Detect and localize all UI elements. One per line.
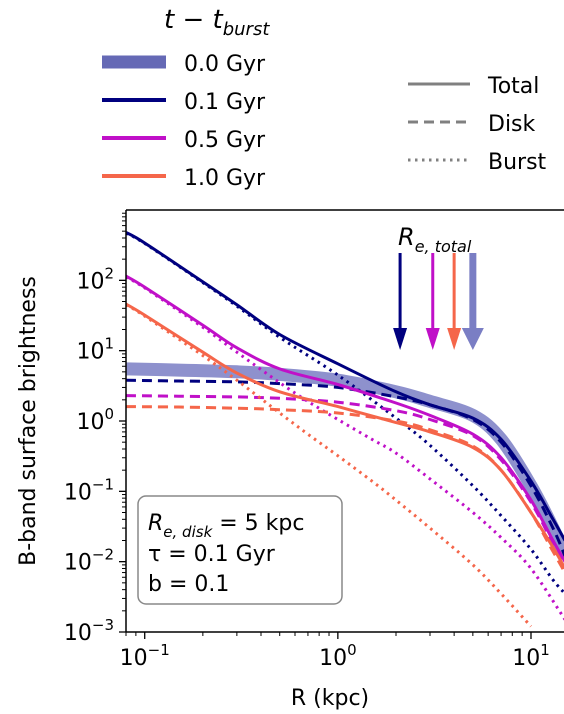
legend-time: t − tburst 0.0 Gyr 0.1 Gyr 0.5 Gyr 1.0 Gyr: [102, 5, 270, 191]
x-tick-label: 10−1: [120, 641, 170, 671]
y-tick-label: 10−2: [64, 546, 114, 576]
re-total-arrow-head: [461, 328, 484, 350]
legend-style: Total Disk Burst: [408, 74, 547, 175]
re-total-label: Re, total: [398, 223, 472, 256]
series-layer: [126, 231, 564, 628]
x-tick-label: 100: [319, 641, 357, 671]
arrow-layer: [393, 253, 484, 350]
y-axis-label: B-band surface brightness: [16, 276, 41, 566]
legend-time-label: 1.0 Gyr: [184, 166, 266, 191]
y-tick-label: 101: [76, 335, 114, 365]
series-line-01-burst: [126, 231, 564, 595]
series-line-10-disk: [126, 405, 564, 574]
legend-style-label: Total: [487, 74, 539, 99]
re-total-arrow-head: [447, 328, 462, 350]
re-total-arrow-head: [425, 328, 440, 350]
legend-style-label: Disk: [488, 112, 536, 137]
legend-time-label: 0.5 Gyr: [184, 128, 266, 153]
legend-style-label: Burst: [488, 150, 547, 175]
param-b: b = 0.1: [148, 572, 229, 597]
series-line-01-disk: [126, 378, 564, 557]
y-tick-label: 10−1: [64, 475, 114, 505]
series-line-10-burst: [126, 303, 533, 628]
series-line-05-disk: [126, 394, 564, 570]
x-axis-label: R (kpc): [291, 686, 369, 711]
legend-time-title: t − tburst: [164, 5, 270, 40]
y-tick-label: 10−3: [64, 616, 114, 646]
re-total-arrow-head: [393, 328, 408, 350]
legend-time-label: 0.1 Gyr: [184, 90, 266, 115]
y-tick-label: 102: [76, 264, 114, 294]
x-tick-label: 101: [512, 641, 550, 671]
parameter-box: Re, disk = 5 kpc τ = 0.1 Gyr b = 0.1: [137, 495, 343, 605]
param-re-disk: Re, disk = 5 kpc: [148, 511, 304, 541]
series-line-05-burst: [126, 275, 564, 621]
tick-layer: 10−1 100 101 10−3 10−2 10−1 100 101 102: [64, 212, 550, 671]
y-tick-label: 100: [76, 405, 114, 435]
param-tau: τ = 0.1 Gyr: [148, 542, 276, 567]
legend-time-label: 0.0 Gyr: [184, 52, 266, 77]
